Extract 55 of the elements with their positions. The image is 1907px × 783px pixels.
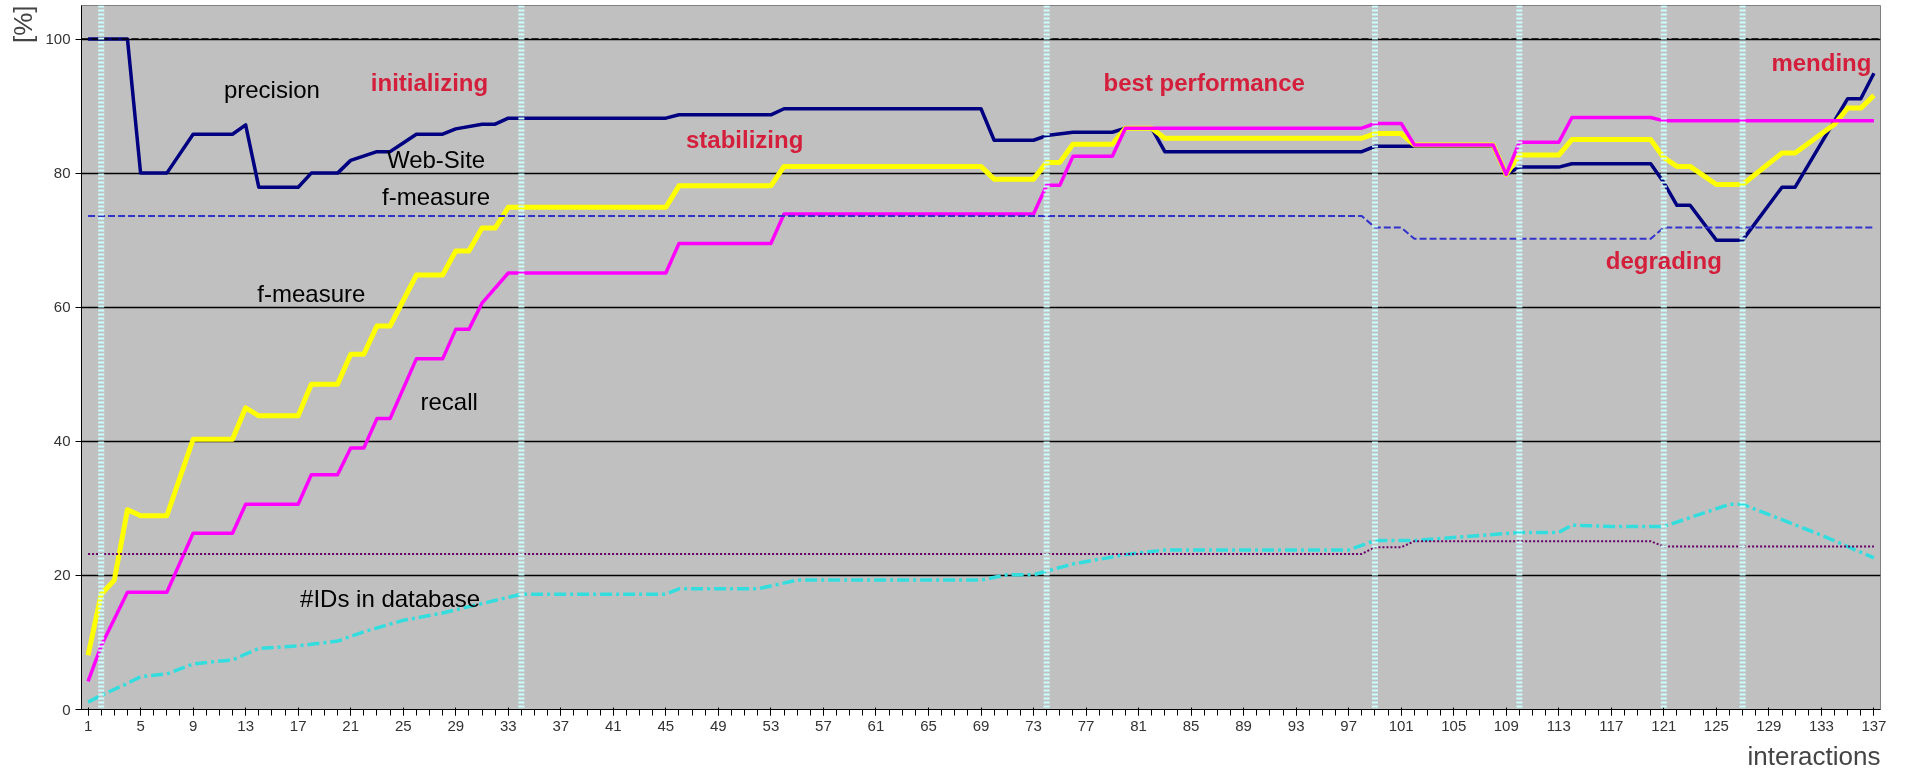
annotation: stabilizing <box>685 126 804 154</box>
x-tick-label: 81 <box>1130 716 1147 734</box>
x-tick-label: 133 <box>1808 716 1834 734</box>
x-tick-label: 97 <box>1340 716 1358 734</box>
series-label: Web-Site f-measure <box>382 146 491 211</box>
series-label: recall <box>420 387 478 415</box>
x-axis-title: interactions <box>1747 740 1881 771</box>
y-tick-label: 60 <box>53 298 71 316</box>
x-tick-label: 53 <box>762 716 780 734</box>
y-tick-label: 0 <box>62 700 71 718</box>
annotation: initializing <box>370 69 489 97</box>
y-tick-label: 40 <box>53 432 71 450</box>
x-tick-label: 73 <box>1025 716 1042 734</box>
x-tick-label: 61 <box>867 716 885 734</box>
y-tick-label: 100 <box>45 30 71 48</box>
x-tick-label: 1 <box>83 716 93 734</box>
x-tick-label: 13 <box>237 716 254 734</box>
y-tick-label: 20 <box>53 566 71 584</box>
x-tick-label: 117 <box>1599 716 1624 734</box>
x-tick-label: 77 <box>1077 716 1095 734</box>
line-series <box>87 540 1875 555</box>
x-tick-label: 113 <box>1546 716 1571 734</box>
x-tick-label: 129 <box>1756 716 1782 734</box>
x-tick-label: 49 <box>710 716 727 734</box>
x-tick-label: 69 <box>972 716 990 734</box>
x-tick-label: 41 <box>604 716 622 734</box>
x-tick-label: 9 <box>188 716 198 734</box>
annotation: best performance <box>1103 69 1305 97</box>
x-tick-label: 37 <box>552 716 570 734</box>
x-tick-label: 93 <box>1287 716 1305 734</box>
x-tick-label: 105 <box>1441 716 1467 734</box>
x-tick-label: 101 <box>1388 716 1414 734</box>
x-tick-label: 137 <box>1861 716 1887 734</box>
x-tick-label: 125 <box>1703 716 1729 734</box>
series-label: #IDs in database <box>300 585 481 613</box>
annotation: degrading <box>1605 246 1722 274</box>
x-tick-label: 17 <box>289 716 307 734</box>
x-tick-label: 57 <box>815 716 832 734</box>
x-tick-label: 65 <box>920 716 937 734</box>
y-axis-title: [%] <box>7 5 38 44</box>
series-label: precision <box>223 75 320 103</box>
series-label: f-measure <box>257 280 366 308</box>
x-tick-label: 21 <box>342 716 360 734</box>
x-tick-label: 33 <box>499 716 517 734</box>
y-tick-label: 80 <box>53 164 71 182</box>
x-tick-label: 109 <box>1493 716 1519 734</box>
x-tick-label: 29 <box>447 716 465 734</box>
x-tick-label: 45 <box>657 716 675 734</box>
x-tick-label: 25 <box>394 716 412 734</box>
annotation: mending <box>1771 48 1872 76</box>
x-tick-label: 85 <box>1182 716 1200 734</box>
x-tick-label: 121 <box>1651 716 1677 734</box>
x-tick-label: 5 <box>136 716 145 734</box>
x-tick-label: 89 <box>1235 716 1252 734</box>
line-series <box>86 502 1876 704</box>
